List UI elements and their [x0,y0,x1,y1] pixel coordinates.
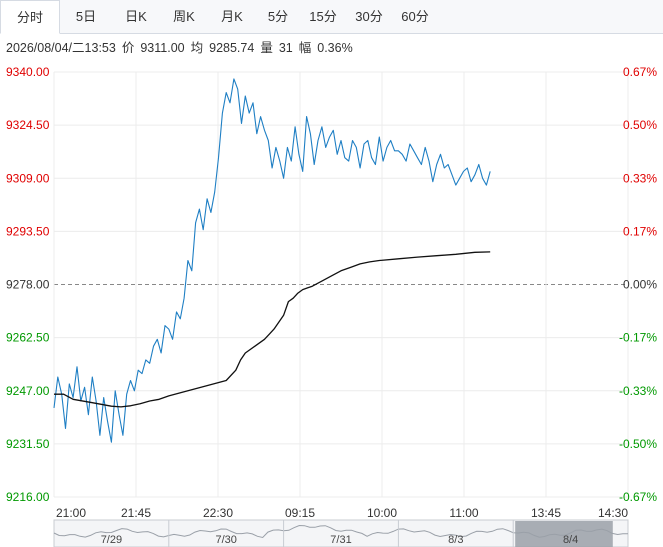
navigator-date-label: 7/31 [330,534,351,546]
y-tick-label-right: -0.17% [619,331,657,345]
y-axis-right-labels: 0.67% 0.50% 0.33% 0.17% 0.00% -0.17% -0.33% -0.… [619,65,657,504]
chart-lines [53,78,491,443]
navigator-date-label: 7/29 [101,534,122,546]
change-value: 0.36% [317,41,353,55]
range-navigator: 7/29 7/30 7/31 8/3 8/4 [53,519,629,547]
y-tick-label-right: -0.50% [619,437,657,451]
x-tick-label: 10:00 [367,506,397,520]
x-tick-label: 14:30 [598,506,628,520]
x-tick-label: 22:30 [203,506,233,520]
avg-label: 均 [190,41,204,55]
y-tick-label-left: 9262.50 [6,331,50,345]
tab-30min[interactable]: 30分 [355,9,383,24]
y-tick-label-left: 9231.50 [6,437,50,451]
price-value: 9311.00 [140,41,185,55]
y-tick-label-right: 0.17% [623,224,657,238]
y-tick-label-left: 9293.50 [6,224,50,238]
x-tick-label: 13:45 [531,506,561,520]
x-axis-labels: 21:00 21:45 22:30 09:15 10:00 11:00 13:45 14:30 [56,506,628,520]
tab-weekly-k[interactable]: 周K [173,9,195,24]
y-tick-label-right: -0.33% [619,384,657,398]
volume-value: 31 [278,41,293,55]
navigator-date-label: 7/30 [215,534,236,546]
y-tick-label-left: 9247.00 [6,384,50,398]
navigator-mini-line [53,524,629,539]
tab-5day[interactable]: 5日 [75,9,97,24]
tab-fenshi[interactable]: 分时 [0,0,60,34]
y-tick-label-left: 9340.00 [6,65,50,79]
navigator-date-label: 8/3 [448,534,463,546]
y-tick-label-left: 9309.00 [6,171,50,185]
tab-15min[interactable]: 15分 [309,9,337,24]
x-tick-label: 21:45 [121,506,151,520]
y-tick-label-right: 0.00% [623,278,657,292]
tab-daily-k[interactable]: 日K [125,9,147,24]
chart-grid [53,71,629,498]
period-tabs: 分时 5日 日K 周K 月K 5分 15分 30分 60分 [0,0,663,34]
price-label: 价 [121,41,135,55]
y-axis-left-labels: 9340.00 9324.50 9309.00 9293.50 9278.00 9262.… [6,65,50,504]
quote-info-bar: 2026/08/04/二13:53 价 9311.00 均 9285.74 量 31 幅 0.3… [6,37,359,56]
y-tick-label-left: 9278.00 [6,278,50,292]
x-tick-label: 09:15 [285,506,315,520]
price-line [53,78,491,443]
y-tick-label-right: -0.67% [619,490,657,504]
volume-label: 量 [260,41,273,55]
y-tick-label-left: 9324.50 [6,118,50,132]
x-tick-label: 11:00 [449,506,478,520]
quote-datetime: 2026/08/04/二13:53 [6,41,116,55]
y-tick-label-right: 0.50% [623,118,657,132]
y-tick-label-left: 9216.00 [6,490,50,504]
x-tick-label: 21:00 [56,506,86,520]
tab-5min[interactable]: 5分 [267,9,289,24]
avg-value: 9285.74 [209,41,255,55]
y-tick-label-right: 0.33% [623,171,657,185]
y-tick-label-right: 0.67% [623,65,657,79]
navigator-date-label: 8/4 [563,534,578,546]
avg-line [54,251,491,408]
tab-monthly-k[interactable]: 月K [221,9,243,24]
tab-60min[interactable]: 60分 [401,9,429,24]
change-label: 幅 [298,41,312,55]
